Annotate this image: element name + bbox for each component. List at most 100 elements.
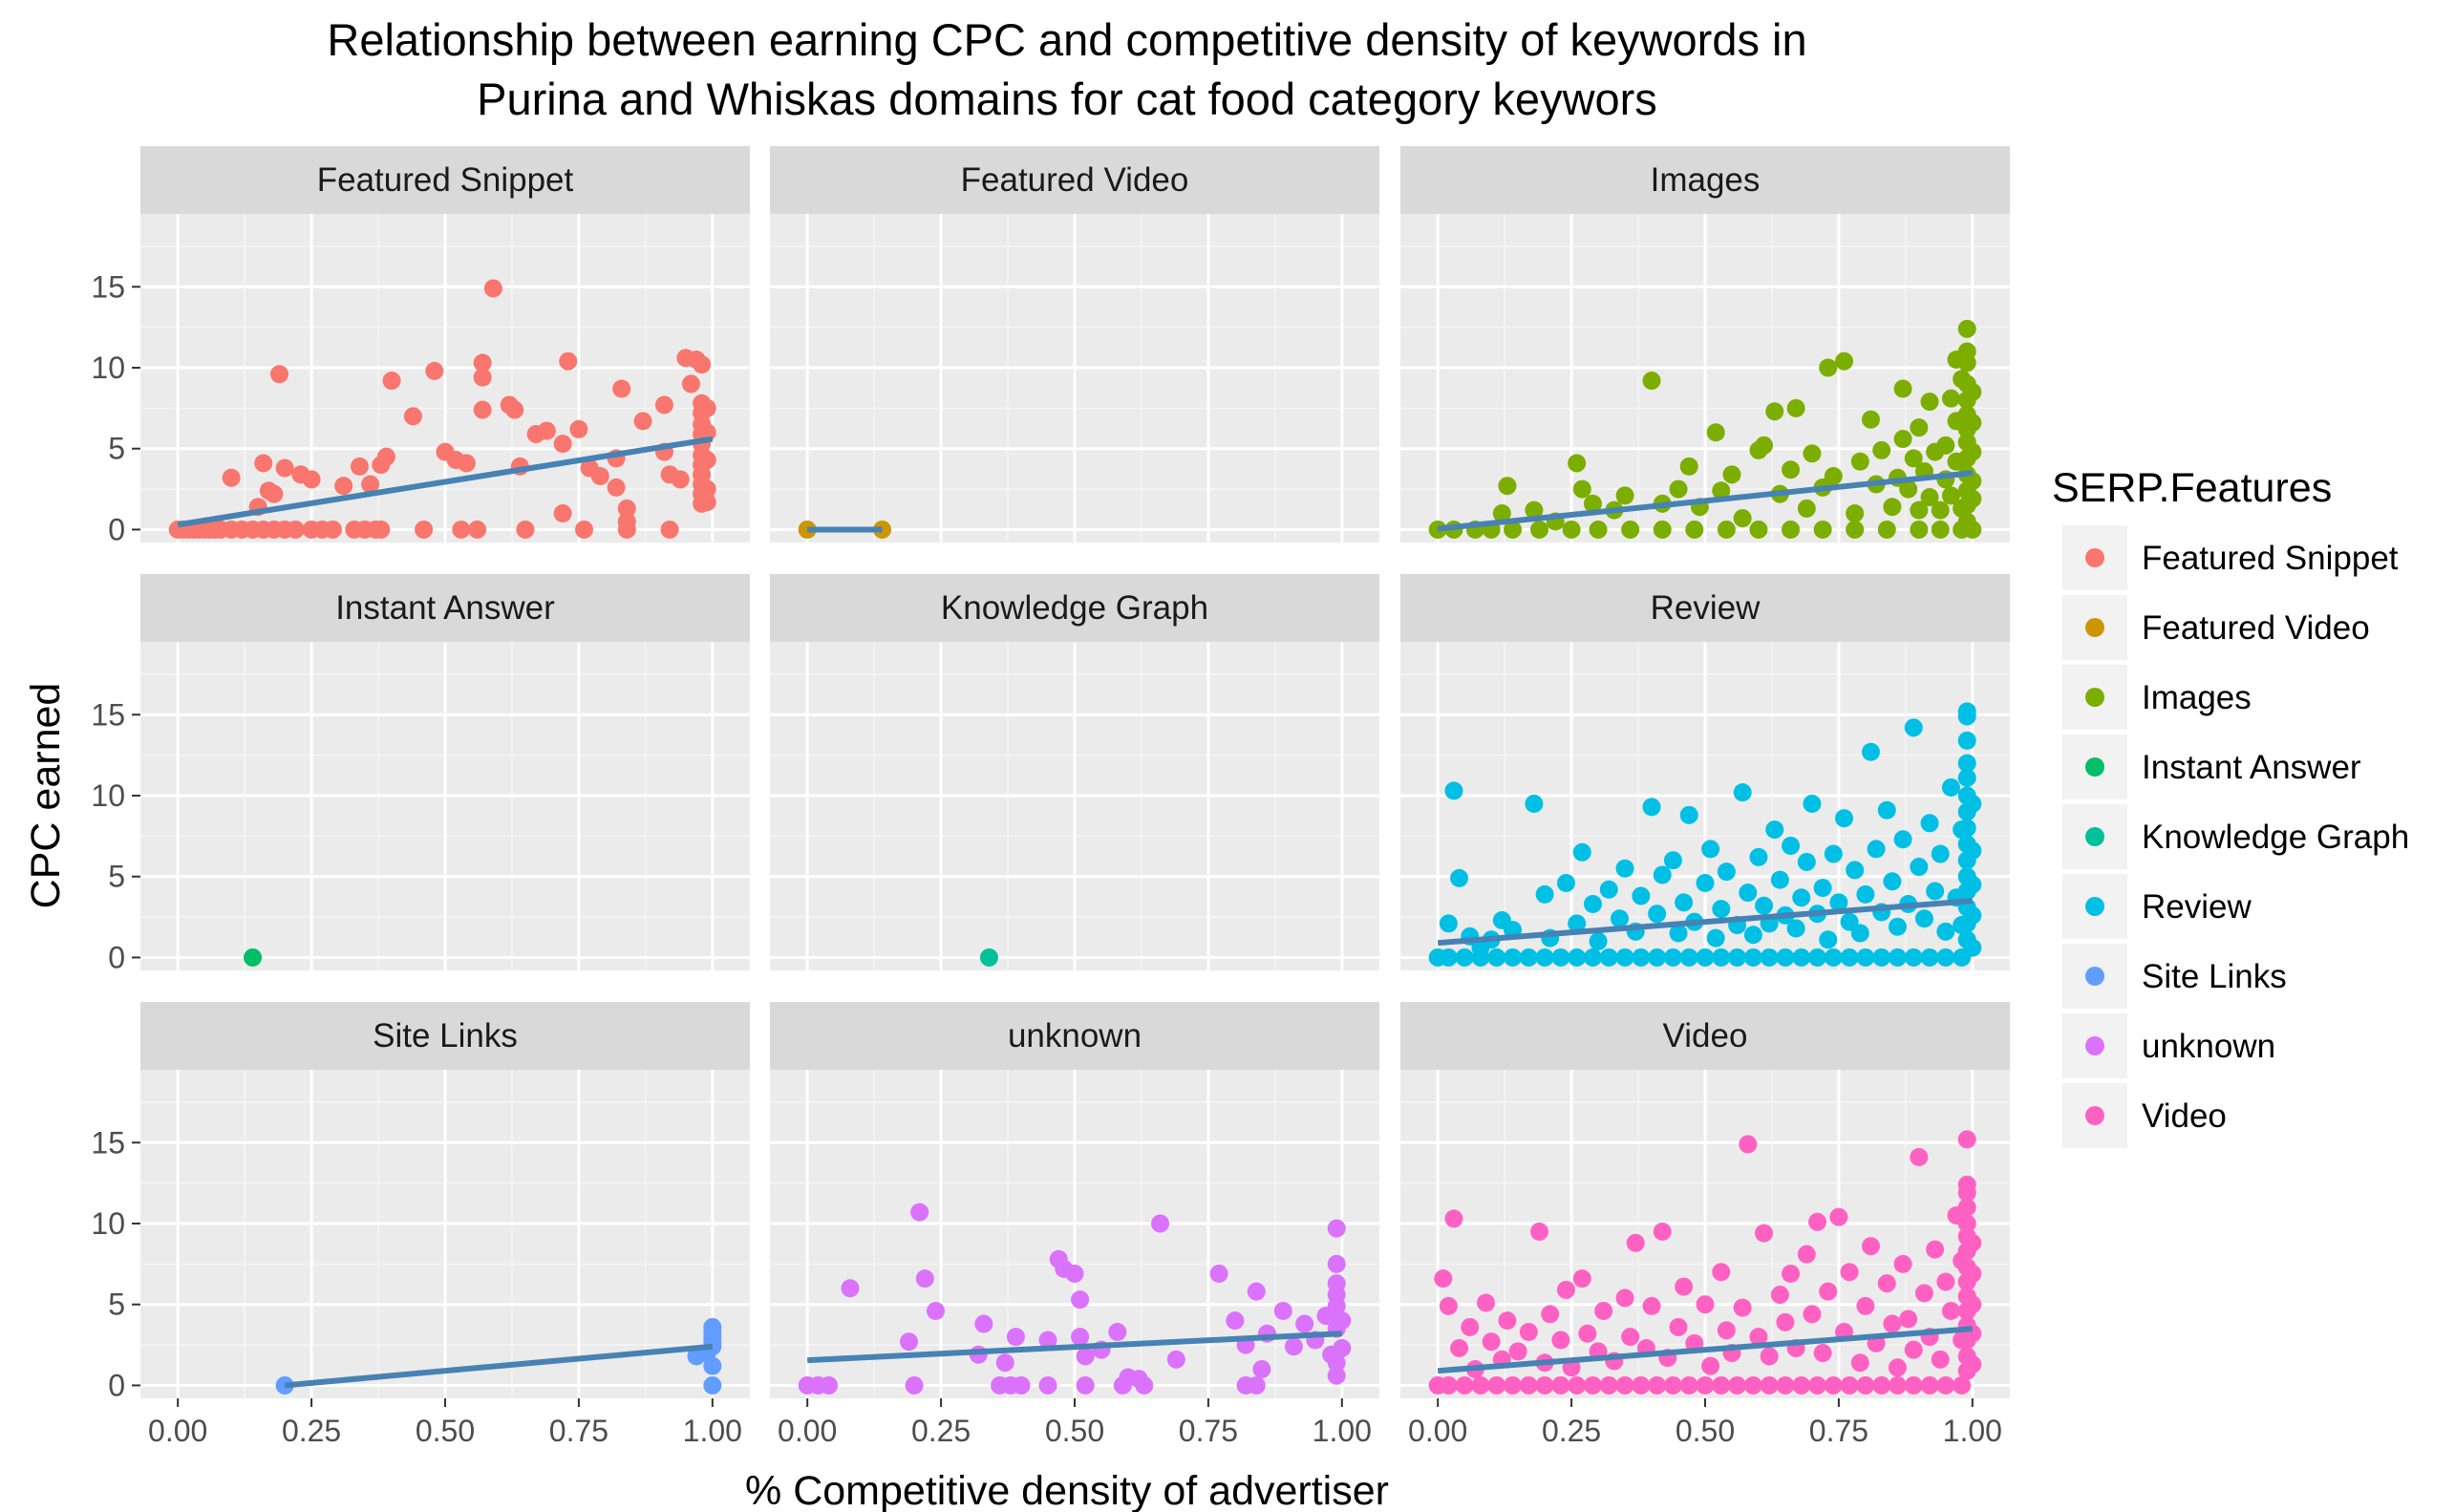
data-point-review — [1765, 820, 1784, 840]
data-point-video — [1508, 1342, 1527, 1361]
facet-strip-label-instant-answer: Instant Answer — [335, 589, 555, 627]
data-point-featured-snippet — [671, 470, 690, 489]
data-point-review — [1632, 948, 1651, 967]
data-point-images — [1931, 520, 1950, 539]
data-point-images — [1782, 460, 1801, 479]
data-point-video — [1819, 1282, 1838, 1301]
data-point-images — [1835, 351, 1854, 371]
data-point-review — [1439, 948, 1458, 967]
data-point-featured-snippet — [473, 368, 492, 387]
x-tick-label: 0.75 — [549, 1414, 608, 1448]
trend-line-review — [1437, 898, 1974, 947]
data-point-video — [1813, 1344, 1832, 1363]
trend-line-featured-snippet — [177, 436, 714, 528]
data-point-review — [1706, 928, 1725, 948]
data-point-review — [1888, 917, 1907, 936]
data-point-review — [1551, 948, 1570, 967]
data-point-images — [1717, 520, 1736, 539]
data-point-review — [1963, 841, 1982, 861]
data-point-images — [1963, 489, 1982, 508]
data-point-unknown — [1038, 1375, 1057, 1395]
data-point-video — [1749, 1328, 1768, 1347]
data-point-unknown — [1108, 1323, 1127, 1342]
data-point-review — [1797, 852, 1816, 871]
data-point-review — [1696, 873, 1715, 892]
data-point-featured-snippet — [553, 503, 572, 522]
data-point-images — [1824, 467, 1843, 486]
data-point-unknown — [1327, 1219, 1346, 1238]
data-point-review — [1957, 731, 1976, 750]
facet-review: Review — [1400, 574, 2010, 970]
facet-featured-snippet: Featured Snippet — [140, 146, 750, 543]
legend-key-dot-images — [2085, 688, 2104, 707]
data-point-video — [1888, 1358, 1907, 1377]
x-tick-label: 0.50 — [416, 1414, 475, 1448]
data-point-video — [1904, 1340, 1923, 1359]
data-point-review — [1770, 870, 1789, 889]
legend-key-dot-site-links — [2085, 967, 2104, 986]
data-point-unknown — [1247, 1282, 1266, 1301]
data-point-video — [1519, 1375, 1538, 1395]
y-tick-label: 0 — [108, 512, 125, 546]
x-tick-label: 0.25 — [282, 1414, 341, 1448]
data-point-featured-snippet — [612, 379, 631, 398]
data-point-featured-snippet — [697, 398, 716, 417]
data-point-video — [1856, 1375, 1875, 1395]
data-point-images — [1813, 520, 1832, 539]
data-point-featured-snippet — [483, 279, 502, 298]
data-point-video — [1519, 1323, 1538, 1342]
legend-key-dot-video — [2085, 1106, 2104, 1125]
chart-title-line-1: Relationship between earning CPC and com… — [327, 14, 1806, 65]
data-point-unknown — [1071, 1290, 1090, 1310]
data-point-images — [1872, 440, 1891, 459]
data-point-review — [1792, 948, 1811, 967]
data-point-unknown — [974, 1314, 993, 1333]
data-point-images — [1642, 372, 1661, 391]
legend-label-images: Images — [2142, 679, 2252, 716]
facet-strip-featured-snippet — [140, 146, 750, 214]
data-point-featured-snippet — [222, 468, 241, 487]
legend: Featured Snippet Featured Video Images Inst… — [2062, 525, 2409, 1148]
data-point-unknown — [926, 1301, 945, 1320]
data-point-video — [1626, 1233, 1645, 1252]
data-point-video — [1434, 1269, 1453, 1288]
x-tick-label: 0.75 — [1809, 1414, 1868, 1448]
data-point-images — [1899, 479, 1918, 499]
data-point-review — [1743, 948, 1762, 967]
data-point-featured-snippet — [275, 458, 294, 478]
facet-featured-video: Featured Video — [770, 146, 1379, 543]
facet-strip-label-site-links: Site Links — [373, 1017, 518, 1054]
data-point-review — [1663, 948, 1682, 967]
facet-strip-instant-answer — [140, 574, 750, 642]
data-point-unknown — [1038, 1331, 1057, 1350]
data-point-video — [1872, 1375, 1891, 1395]
data-point-review — [1792, 888, 1811, 907]
data-point-review — [1648, 905, 1667, 924]
y-tick-label: 5 — [108, 432, 125, 466]
y-axis-title: CPC earned — [23, 683, 69, 909]
data-point-images — [1910, 418, 1929, 437]
data-point-video — [1926, 1240, 1945, 1259]
legend-key-dot-featured-snippet — [2085, 548, 2104, 567]
data-point-unknown — [1273, 1301, 1292, 1320]
legend-label-unknown: unknown — [2142, 1028, 2275, 1065]
data-point-review — [1675, 893, 1694, 912]
data-point-review — [1615, 948, 1634, 967]
data-point-review — [1733, 783, 1752, 802]
data-point-video — [1963, 1354, 1982, 1374]
data-point-video — [1941, 1301, 1960, 1320]
y-tick-label: 0 — [108, 940, 125, 974]
data-point-featured-snippet — [452, 520, 471, 539]
data-point-review — [1663, 851, 1682, 870]
facet-strip-label-review: Review — [1651, 589, 1761, 627]
data-point-images — [1963, 442, 1982, 461]
data-point-review — [1439, 914, 1458, 933]
data-point-video — [1487, 1375, 1506, 1395]
legend-label-video: Video — [2142, 1097, 2227, 1135]
facet-strip-images — [1400, 146, 2010, 214]
data-point-video — [1701, 1356, 1720, 1375]
data-point-images — [1931, 500, 1950, 520]
data-point-video — [1642, 1296, 1661, 1315]
data-point-video — [1439, 1296, 1458, 1315]
data-point-featured-snippet — [516, 520, 535, 539]
